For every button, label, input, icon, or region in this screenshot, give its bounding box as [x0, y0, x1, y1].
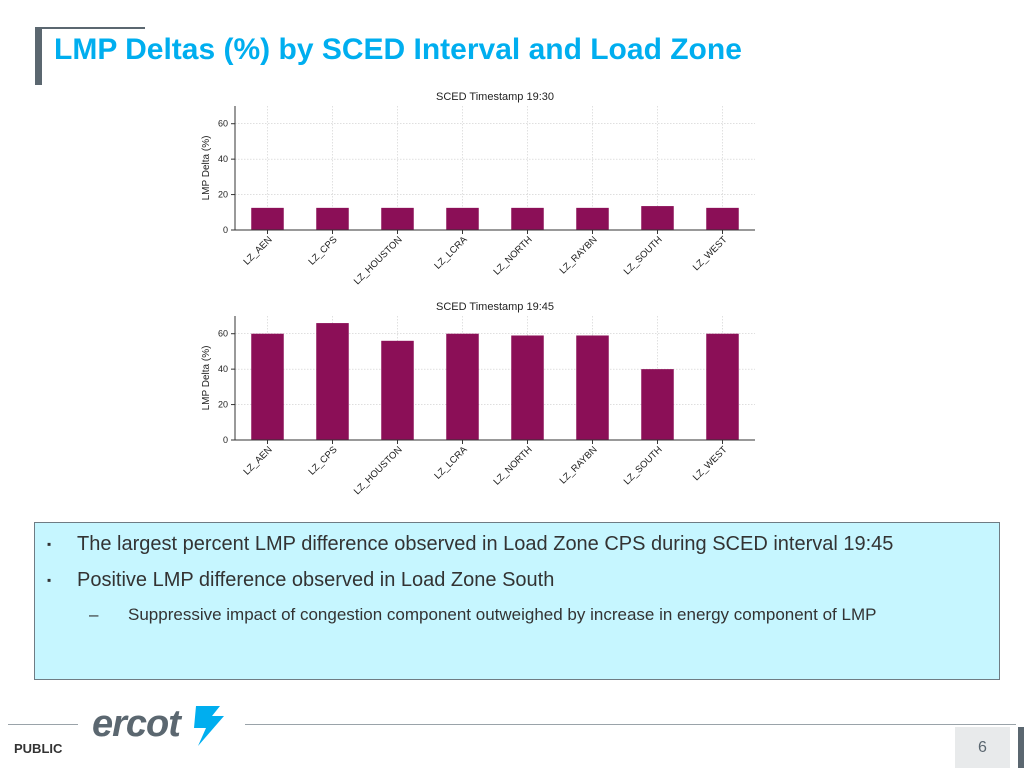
x-tick-label: LZ_SOUTH: [622, 234, 665, 277]
page-number: 6: [978, 739, 987, 756]
bullet-item: ▪ Positive LMP difference observed in Lo…: [47, 567, 985, 594]
bar-lz-lcra: [446, 333, 479, 440]
x-tick-label: LZ_WEST: [691, 444, 730, 483]
y-axis-label: LMP Delta (%): [201, 136, 212, 201]
observations-callout: ▪ The largest percent LMP difference obs…: [34, 522, 1000, 680]
page-title: LMP Deltas (%) by SCED Interval and Load…: [54, 33, 742, 66]
y-tick-label: 0: [223, 225, 228, 235]
bar-lz-raybn: [576, 335, 609, 440]
bar-lz-houston: [381, 340, 414, 440]
bar-lz-north: [511, 335, 544, 440]
sub-bullet-marker: –: [89, 605, 99, 624]
y-tick-label: 40: [218, 364, 228, 374]
title-accent-rule: [35, 27, 145, 29]
logo-bolt-icon: [194, 706, 224, 746]
footer-divider-left: [8, 724, 78, 725]
sub-bullet-item: – Suppressive impact of congestion compo…: [89, 603, 985, 626]
footer-divider-right: [245, 724, 1016, 725]
x-tick-label: LZ_HOUSTON: [352, 444, 405, 497]
y-tick-label: 0: [223, 435, 228, 445]
y-axis-label: LMP Delta (%): [201, 346, 212, 411]
bar-lz-west: [706, 207, 739, 230]
classification-label: PUBLIC: [14, 741, 63, 756]
bar-lz-cps: [316, 323, 349, 440]
x-tick-label: LZ_CPS: [306, 444, 339, 477]
bullet-marker: ▪: [47, 537, 52, 551]
chart-svg: SCED Timestamp 19:30 0 20 40 60 LMP Delta (%)…: [201, 91, 755, 287]
x-tick-label: LZ_NORTH: [491, 234, 534, 277]
page-number-box: 6: [955, 727, 1024, 768]
bar-lz-north: [511, 207, 544, 230]
x-tick-label: LZ_LCRA: [432, 234, 470, 272]
bullet-text: Positive LMP difference observed in Load…: [77, 569, 555, 591]
x-tick-label: LZ_LCRA: [432, 444, 470, 482]
x-tick-label: LZ_NORTH: [491, 444, 534, 487]
y-tick-label: 40: [218, 154, 228, 164]
ercot-logo: ercot: [92, 703, 224, 746]
bullet-item: ▪ The largest percent LMP difference obs…: [47, 531, 985, 558]
x-tick-label: LZ_SOUTH: [622, 444, 665, 487]
logo-wordmark: ercot: [92, 703, 182, 745]
bar-lz-cps: [316, 207, 349, 230]
bar-lz-aen: [251, 333, 284, 440]
x-tick-label: LZ_RAYBN: [558, 234, 600, 276]
x-tick-label: LZ_HOUSTON: [352, 234, 405, 287]
y-tick-label: 20: [218, 400, 228, 410]
chart-svg: SCED Timestamp 19:45 0 20 40 60 LMP Delta (%)…: [201, 301, 755, 497]
x-tick-label: LZ_CPS: [306, 234, 339, 267]
bar-lz-aen: [251, 207, 284, 230]
bullet-text: The largest percent LMP difference obser…: [77, 533, 894, 555]
y-tick-label: 60: [218, 329, 228, 339]
x-tick-label: LZ_WEST: [691, 234, 730, 273]
bar-lz-south: [641, 369, 674, 440]
bar-lz-lcra: [446, 207, 479, 230]
bar-lz-south: [641, 206, 674, 230]
chart-title: SCED Timestamp 19:30: [436, 91, 554, 103]
chart-sced-1930: SCED Timestamp 19:30 0 20 40 60 LMP Delta (%)…: [190, 86, 770, 296]
bar-lz-houston: [381, 207, 414, 230]
sub-bullet-text: Suppressive impact of congestion compone…: [128, 605, 877, 624]
x-tick-label: LZ_AEN: [241, 444, 274, 477]
x-tick-label: LZ_AEN: [241, 234, 274, 267]
bullet-marker: ▪: [47, 573, 52, 587]
x-tick-label: LZ_RAYBN: [558, 444, 600, 486]
bar-lz-west: [706, 333, 739, 440]
chart-sced-1945: SCED Timestamp 19:45 0 20 40 60 LMP Delta (%)…: [190, 296, 770, 506]
chart-title: SCED Timestamp 19:45: [436, 301, 554, 313]
bar-lz-raybn: [576, 207, 609, 230]
title-accent-bar: [35, 27, 42, 85]
y-tick-label: 20: [218, 190, 228, 200]
y-tick-label: 60: [218, 119, 228, 129]
